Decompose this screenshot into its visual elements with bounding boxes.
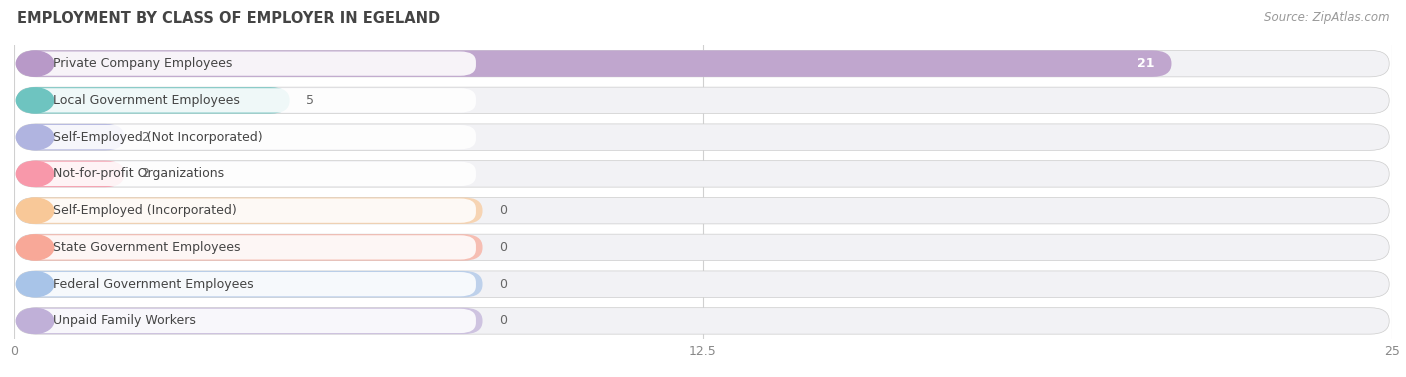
FancyBboxPatch shape (17, 198, 482, 224)
Circle shape (17, 235, 53, 260)
FancyBboxPatch shape (17, 161, 1389, 187)
Circle shape (17, 198, 53, 223)
Text: 0: 0 (499, 241, 508, 254)
FancyBboxPatch shape (17, 234, 1389, 261)
Text: 21: 21 (1137, 57, 1154, 70)
FancyBboxPatch shape (18, 199, 475, 223)
FancyBboxPatch shape (17, 87, 290, 113)
Text: State Government Employees: State Government Employees (52, 241, 240, 254)
Text: Federal Government Employees: Federal Government Employees (52, 278, 253, 291)
Circle shape (17, 161, 53, 186)
Text: Local Government Employees: Local Government Employees (52, 94, 239, 107)
Text: 0: 0 (499, 204, 508, 217)
Text: Self-Employed (Incorporated): Self-Employed (Incorporated) (52, 204, 236, 217)
FancyBboxPatch shape (18, 235, 475, 259)
Text: 5: 5 (307, 94, 314, 107)
Text: Private Company Employees: Private Company Employees (52, 57, 232, 70)
Circle shape (17, 272, 53, 297)
Circle shape (17, 125, 53, 150)
Text: 2: 2 (141, 131, 149, 144)
FancyBboxPatch shape (17, 271, 482, 297)
Text: 0: 0 (499, 278, 508, 291)
FancyBboxPatch shape (17, 124, 1389, 150)
Text: Unpaid Family Workers: Unpaid Family Workers (52, 314, 195, 327)
FancyBboxPatch shape (18, 162, 475, 186)
FancyBboxPatch shape (18, 309, 475, 333)
FancyBboxPatch shape (17, 87, 1389, 113)
FancyBboxPatch shape (17, 234, 482, 261)
FancyBboxPatch shape (17, 51, 1171, 77)
Text: Self-Employed (Not Incorporated): Self-Employed (Not Incorporated) (52, 131, 263, 144)
FancyBboxPatch shape (18, 52, 475, 76)
FancyBboxPatch shape (18, 125, 475, 149)
Text: Not-for-profit Organizations: Not-for-profit Organizations (52, 167, 224, 180)
Text: 2: 2 (141, 167, 149, 180)
FancyBboxPatch shape (17, 51, 1389, 77)
Circle shape (17, 308, 53, 333)
FancyBboxPatch shape (18, 272, 475, 296)
Circle shape (17, 88, 53, 113)
Text: Source: ZipAtlas.com: Source: ZipAtlas.com (1264, 11, 1389, 24)
FancyBboxPatch shape (18, 88, 475, 112)
FancyBboxPatch shape (17, 124, 124, 150)
FancyBboxPatch shape (17, 271, 1389, 297)
Text: EMPLOYMENT BY CLASS OF EMPLOYER IN EGELAND: EMPLOYMENT BY CLASS OF EMPLOYER IN EGELA… (17, 11, 440, 26)
FancyBboxPatch shape (17, 161, 124, 187)
FancyBboxPatch shape (17, 198, 1389, 224)
FancyBboxPatch shape (17, 308, 482, 334)
Text: 0: 0 (499, 314, 508, 327)
Circle shape (17, 51, 53, 76)
FancyBboxPatch shape (17, 308, 1389, 334)
